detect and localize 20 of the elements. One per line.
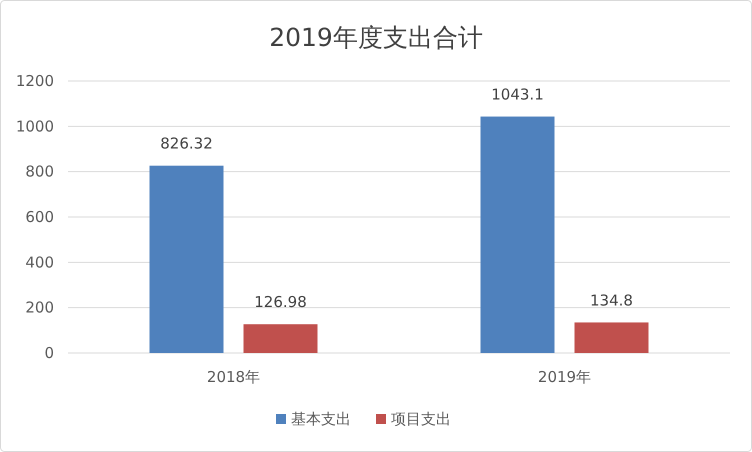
y-tick-label: 800 xyxy=(25,162,54,181)
bar xyxy=(574,322,648,353)
y-tick-label: 0 xyxy=(44,344,54,362)
legend-label: 项目支出 xyxy=(391,410,451,428)
chart-title: 2019年度支出合计 xyxy=(269,23,483,52)
bar xyxy=(244,324,318,353)
y-tick-label: 1200 xyxy=(16,72,54,90)
data-label: 134.8 xyxy=(590,291,633,310)
y-tick-label: 200 xyxy=(25,298,54,317)
y-tick-label: 1000 xyxy=(16,117,54,136)
x-tick-label: 2019年 xyxy=(538,368,592,386)
data-label: 1043.1 xyxy=(491,86,544,104)
legend-label: 基本支出 xyxy=(291,410,351,428)
data-label: 826.32 xyxy=(160,134,213,153)
bar xyxy=(480,116,554,353)
data-label: 126.98 xyxy=(254,293,307,312)
x-tick-label: 2018年 xyxy=(206,368,260,386)
bar xyxy=(150,166,224,353)
y-tick-label: 400 xyxy=(25,253,54,272)
y-tick-label: 600 xyxy=(25,208,54,226)
